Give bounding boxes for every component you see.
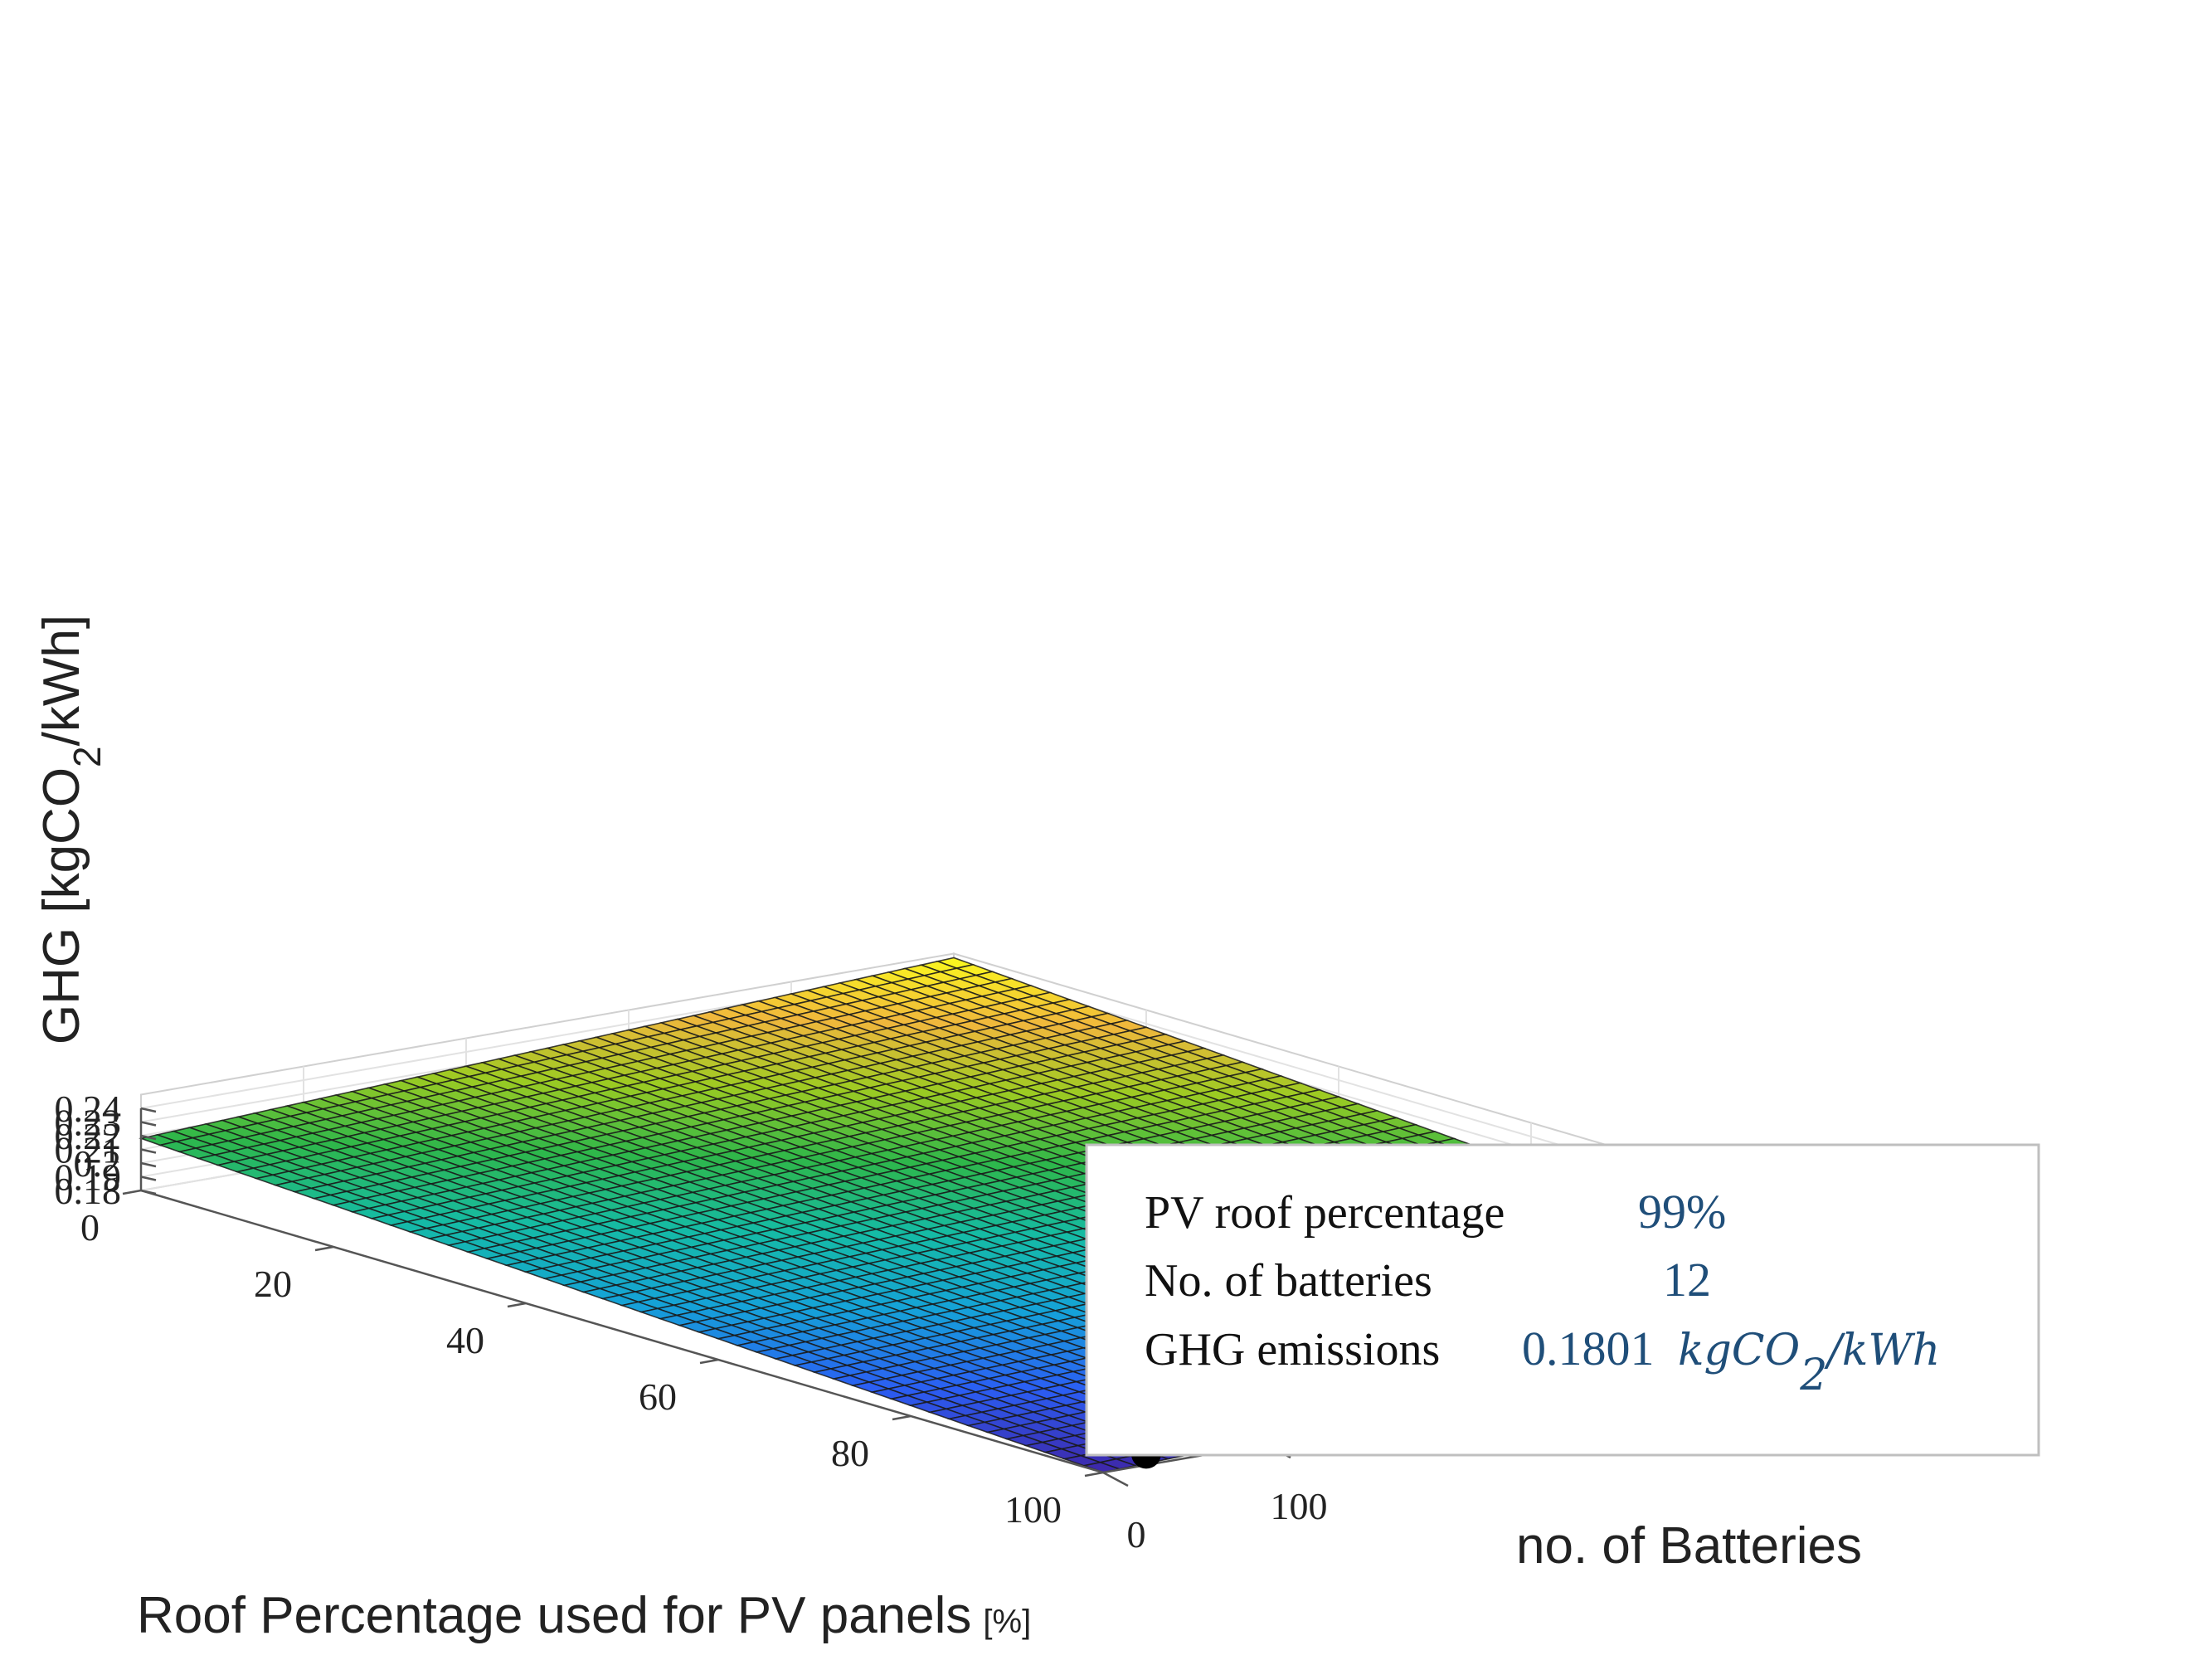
z-tick [140, 1134, 157, 1141]
z-tick [140, 1121, 157, 1127]
x-axis-title: Roof Percentage used for PV panels [%] [137, 1587, 1031, 1644]
z-axis-title: GHG [kgCO2/kWh] [33, 615, 109, 1044]
z-tick [140, 1148, 157, 1154]
x-tick-label: 0 [80, 1206, 100, 1249]
datatip-ghg-unit-end: /kWh [1823, 1326, 1940, 1375]
datatip-background [1085, 1143, 2040, 1457]
x-tick [122, 1189, 142, 1195]
y-axis-title: no. of Batteries [1516, 1517, 1862, 1575]
datatip-row-value-ghg: 0.1801 kgCO2/kWh [1522, 1322, 1940, 1400]
datatip-ghg-number: 0.1801 [1522, 1322, 1655, 1375]
datatip-row-value-batteries: 12 [1663, 1253, 1711, 1307]
z-tick-label: 0.24 [55, 1088, 122, 1130]
z-tick-label: 0.18 [55, 1170, 122, 1212]
z-tick [140, 1176, 157, 1181]
x-tick-label: 80 [831, 1432, 869, 1474]
x-tick-label: 60 [639, 1375, 677, 1418]
x-tick [699, 1358, 719, 1365]
datatip-row-label-pv: PV roof percentage [1145, 1187, 1505, 1239]
x-tick [314, 1245, 334, 1252]
z-axis: 0.180.190.20.210.220.230.24 [55, 1088, 157, 1212]
z-tick-label: 0.22 [55, 1115, 122, 1157]
z-tick [140, 1161, 157, 1168]
y-tick-label: 100 [1271, 1485, 1328, 1527]
datatip-row-label-ghg: GHG emissions [1145, 1324, 1440, 1375]
y-tick-label: 0 [1127, 1513, 1146, 1555]
z-tick-label: 0.19 [55, 1156, 122, 1199]
x-tick-label: 40 [446, 1319, 484, 1361]
datatip-box: PV roof percentage 99% No. of batteries … [1085, 1143, 2040, 1457]
x-tick [892, 1414, 912, 1421]
x-tick-label: 100 [1004, 1488, 1062, 1531]
z-axis-title-end: /kWh] [33, 615, 90, 746]
datatip-ghg-unit-sub: 2 [1799, 1351, 1827, 1400]
z-tick-label: 0.21 [55, 1129, 122, 1171]
datatip-row-label-batteries: No. of batteries [1145, 1255, 1432, 1307]
x-axis-title-unit: [%] [983, 1604, 1031, 1640]
y-tick [1102, 1471, 1129, 1487]
x-axis-line [140, 1189, 1104, 1474]
x-axis-title-main: Roof Percentage used for PV panels [137, 1587, 971, 1644]
x-axis: 0 20 40 60 80 100 [80, 1189, 1104, 1531]
x-tick-label: 20 [254, 1263, 292, 1305]
datatip-ghg-unit: kgCO [1678, 1326, 1800, 1375]
x-tick [1084, 1471, 1104, 1477]
z-axis-title-main: GHG [kgCO [33, 767, 90, 1044]
datatip-row-value-pv: 99% [1638, 1185, 1726, 1239]
x-tick [507, 1302, 527, 1308]
z-tick [140, 1107, 157, 1113]
z-axis-title-subscript: 2 [66, 746, 109, 767]
z-tick-label: 0.2 [74, 1142, 122, 1185]
z-tick-label: 0.23 [55, 1102, 122, 1144]
